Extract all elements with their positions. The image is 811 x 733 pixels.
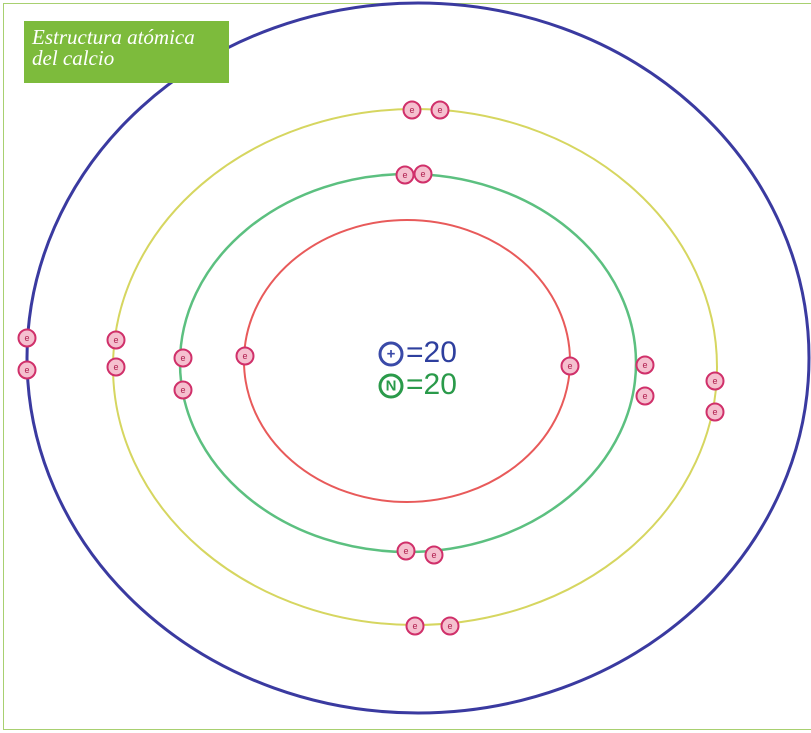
electrons: e e e e e e e e e e e e e e e e e e e e bbox=[19, 102, 724, 635]
proton-symbol: + bbox=[387, 346, 396, 363]
atom-diagram: e e e e e e e e e e e e e e e e e e e e + =20 N =20 bbox=[0, 0, 811, 733]
electron-label: e bbox=[403, 546, 408, 556]
electron-label: e bbox=[113, 335, 118, 345]
electron-label: e bbox=[180, 385, 185, 395]
electron-label: e bbox=[420, 169, 425, 179]
electron-label: e bbox=[402, 170, 407, 180]
electron-label: e bbox=[712, 376, 717, 386]
electron-label: e bbox=[567, 361, 572, 371]
electron-label: e bbox=[642, 391, 647, 401]
electron-label: e bbox=[24, 365, 29, 375]
title-line: del calcio bbox=[32, 48, 229, 69]
electron-label: e bbox=[409, 105, 414, 115]
electron-label: e bbox=[242, 351, 247, 361]
electron-label: e bbox=[180, 353, 185, 363]
electron-label: e bbox=[24, 333, 29, 343]
electron-label: e bbox=[447, 621, 452, 631]
title-box: Estructura atómica del calcio bbox=[24, 21, 229, 83]
electron-label: e bbox=[431, 550, 436, 560]
electron-label: e bbox=[712, 407, 717, 417]
title-line: Estructura atómica bbox=[32, 27, 229, 48]
neutron-symbol: N bbox=[386, 378, 397, 395]
electron-label: e bbox=[113, 362, 118, 372]
page: e e e e e e e e e e e e e e e e e e e e + =20 N =20 Estruct… bbox=[0, 0, 811, 733]
neutron-count: =20 bbox=[406, 368, 457, 401]
electron-label: e bbox=[642, 360, 647, 370]
electron-label: e bbox=[437, 105, 442, 115]
proton-count: =20 bbox=[406, 336, 457, 369]
electron-label: e bbox=[412, 621, 417, 631]
